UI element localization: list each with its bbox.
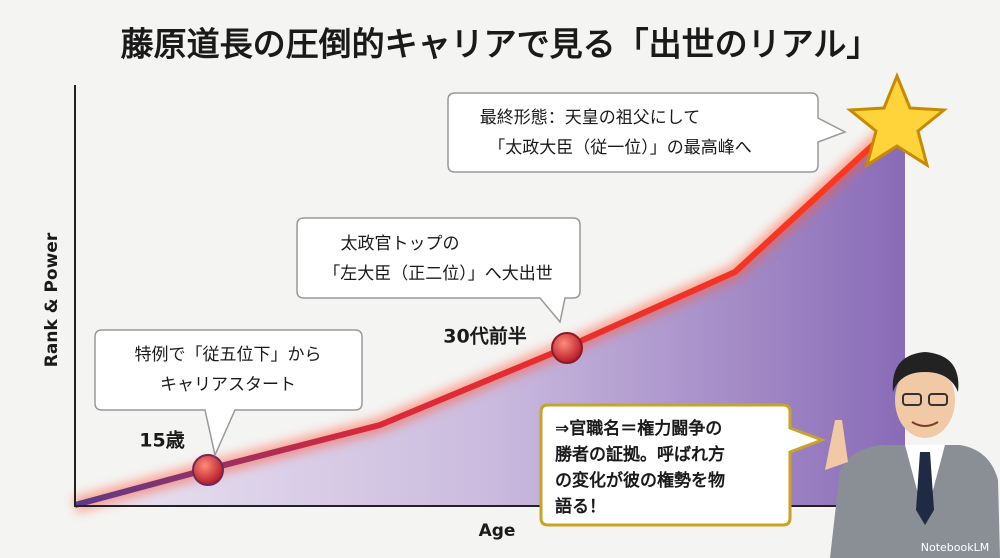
presenter: [825, 352, 1000, 558]
callout: 太政官トップの 「左大臣（正二位）」へ大出世: [296, 217, 581, 324]
callout-text: 最終形態：天皇の祖父にして: [480, 108, 701, 128]
callout-text: キャリアスタート: [160, 375, 296, 395]
point-label: 30代前半: [443, 325, 526, 348]
line: [74, 117, 903, 508]
watermark: NotebookLM: [921, 541, 989, 554]
y-axis-label: Rank & Power: [42, 232, 62, 367]
x-axis-label: Age: [479, 521, 516, 541]
star: [846, 72, 948, 169]
callout-text: 特例で「従五位下」から: [135, 345, 322, 365]
note-text: の変化が彼の権勢を物: [555, 470, 725, 491]
callout-text: 「左大臣（正二位）」へ大出世: [323, 264, 553, 284]
callout-text: 「太政大臣（従一位）」の最高峰へ: [488, 138, 752, 158]
callout: 最終形態：天皇の祖父にして 「太政大臣（従一位）」の最高峰へ: [447, 92, 847, 173]
note-text: ⇒官職名＝権力闘争の: [555, 418, 722, 439]
title: 藤原道長の圧倒的キャリアで見る「出世のリアル」: [121, 25, 880, 64]
point: [551, 332, 583, 364]
point: [192, 454, 224, 486]
note: ⇒官職名＝権力闘争の 勝者の証拠。呼ばれ方 の変化が彼の権勢を物 語る！: [539, 403, 827, 527]
point-label: 15歳: [139, 430, 184, 452]
callout-text: 太政官トップの: [341, 234, 460, 254]
note-text: 語る！: [555, 496, 606, 517]
callout: 特例で「従五位下」から キャリアスタート: [94, 329, 363, 458]
note-text: 勝者の証拠。呼ばれ方: [555, 444, 725, 465]
